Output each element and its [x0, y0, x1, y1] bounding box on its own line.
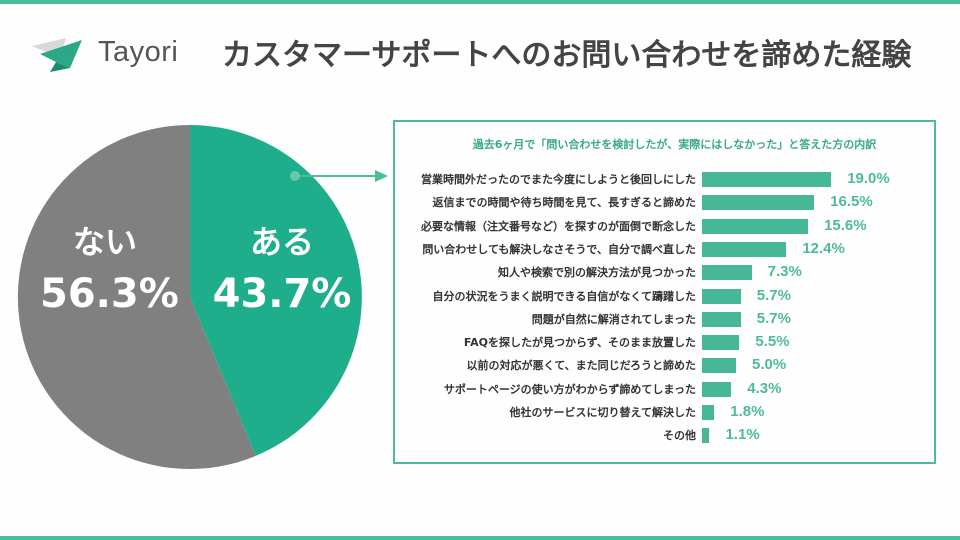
bar-label: 返信までの時間や待ち時間を見て、長すぎると諦めた	[432, 196, 696, 210]
bar-row: 知人や検索で別の解決方法が見つかった 7.3%	[395, 263, 936, 281]
bar-value: 1.8%	[730, 403, 765, 420]
bar-value: 5.7%	[756, 309, 791, 327]
bar	[702, 172, 832, 187]
bar-row: 営業時間外だったのでまた今度にしようと後回しにした 19.0%	[395, 170, 936, 188]
bar	[702, 241, 787, 257]
bar	[702, 335, 740, 351]
bar-row: 返信までの時間や待ち時間を見て、長すぎると諦めた 16.5%	[395, 193, 936, 211]
bar-value: 12.4%	[802, 239, 845, 257]
pie-yes-value: 43.7%	[212, 271, 352, 317]
bar	[702, 288, 741, 304]
bar-value: 5.5%	[755, 333, 790, 351]
bar-label: 必要な情報（注文番号など）を探すのが面倒で断念した	[421, 219, 696, 233]
bar-label: 問題が自然に解消されてしまった	[531, 312, 696, 326]
pie-label-no: ない 56.3%	[40, 222, 179, 320]
pie-yes-label: ある	[249, 223, 314, 261]
pie-label-yes: ある 43.7%	[212, 222, 352, 320]
pie-no-value: 56.3%	[40, 271, 179, 317]
bar-label: FAQを探したが見つからず、そのまま放置した	[463, 336, 696, 350]
callout-dot	[290, 171, 300, 181]
bar-row: 問い合わせしても解決しなさそうで、自分で調べ直した 12.4%	[395, 239, 936, 258]
bar-value: 16.5%	[830, 193, 873, 211]
bar-value: 5.7%	[756, 286, 791, 304]
bar-row: 他社のサービスに切り替えて解決した 1.8%	[395, 403, 936, 421]
bar-value: 1.1%	[725, 426, 760, 444]
bar-row: 必要な情報（注文番号など）を探すのが面倒で断念した 15.6%	[395, 216, 936, 235]
breakdown-title: 過去6ヶ月で「問い合わせを検討したが、実際にはしなかった」と答えた方の内訳	[472, 138, 877, 151]
arrow-icon	[375, 170, 388, 182]
bar-label: 問い合わせしても解決しなさそうで、自分で調べ直した	[422, 242, 696, 256]
bar-row: その他 1.1%	[395, 426, 936, 444]
bar-value: 19.0%	[847, 170, 890, 187]
bottom-accent-bar	[0, 536, 960, 540]
bar	[702, 311, 741, 327]
page-title: カスタマーサポートへのお問い合わせを諦めた経験	[222, 38, 912, 73]
bar	[702, 218, 809, 234]
bar-label: 知人や検索で別の解決方法が見つかった	[498, 266, 696, 280]
paper-plane-icon	[32, 38, 82, 72]
bar-row: 以前の対応が悪くて、また同じだろうと諦めた 5.0%	[395, 356, 936, 374]
bar	[702, 265, 752, 281]
breakdown-panel: 過去6ヶ月で「問い合わせを検討したが、実際にはしなかった」と答えた方の内訳 営業…	[393, 120, 936, 464]
bar	[702, 405, 715, 420]
bar-row: 問題が自然に解消されてしまった 5.7%	[395, 309, 936, 328]
pie-slice-yes	[190, 125, 362, 456]
bar-label: 以前の対応が悪くて、また同じだろうと諦めた	[466, 359, 696, 373]
bar-value: 7.3%	[767, 263, 802, 281]
bar-label: サポートページの使い方がわからず諦めてしまった	[443, 382, 696, 396]
bar-label: 他社のサービスに切り替えて解決した	[509, 406, 696, 419]
pie-slice-no	[17, 124, 256, 469]
bar-row: サポートページの使い方がわからず諦めてしまった 4.3%	[395, 379, 936, 398]
logo-text: Tayori	[98, 35, 179, 68]
bar-row: FAQを探したが見つからず、そのまま放置した 5.5%	[395, 333, 936, 351]
bar	[702, 381, 732, 397]
pie-chart	[17, 124, 388, 469]
tayori-logo: Tayori	[30, 34, 179, 72]
bar-value: 4.3%	[747, 379, 782, 397]
bar-label: その他	[663, 429, 696, 443]
bar-label: 自分の状況をうまく説明できる自信がなくて躊躇した	[432, 289, 696, 303]
bar-value: 5.0%	[752, 356, 787, 374]
bar	[702, 195, 815, 211]
bar-value: 15.6%	[824, 216, 867, 234]
top-accent-bar	[0, 0, 960, 4]
bar	[702, 358, 736, 374]
bar	[702, 428, 710, 444]
bar-label: 営業時間外だったのでまた今度にしようと後回しにした	[421, 173, 696, 186]
pie-no-label: ない	[72, 223, 137, 261]
bar-row: 自分の状況をうまく説明できる自信がなくて躊躇した 5.7%	[395, 286, 936, 305]
